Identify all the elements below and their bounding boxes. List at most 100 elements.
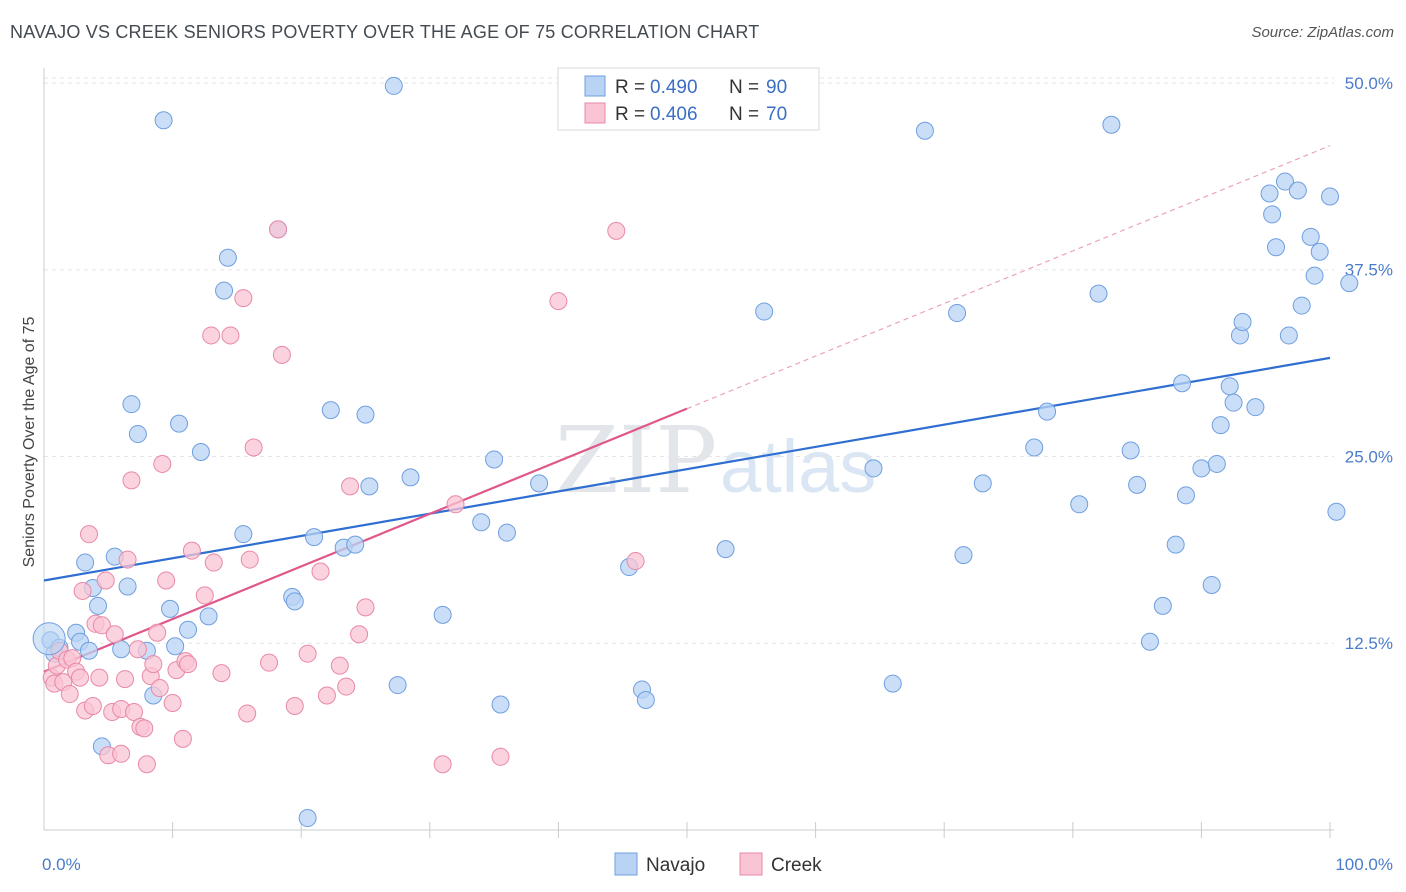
point-creek <box>311 562 330 581</box>
point-navajo <box>1260 184 1279 203</box>
point-navajo <box>1089 284 1108 303</box>
point-creek <box>105 625 124 644</box>
source-credit: Source: ZipAtlas.com <box>1251 24 1394 41</box>
y-tick-label: 37.5% <box>1345 261 1393 280</box>
point-navajo <box>915 121 934 140</box>
point-navajo <box>636 691 655 710</box>
trend-line-navajo <box>43 356 1331 582</box>
watermark-atlas: atlas <box>720 425 876 508</box>
point-creek <box>137 755 156 774</box>
point-navajo <box>433 605 452 624</box>
point-creek <box>144 655 163 674</box>
point-navajo <box>755 302 774 321</box>
point-navajo <box>1310 242 1329 261</box>
point-navajo <box>346 535 365 554</box>
point-creek <box>118 550 137 569</box>
point-creek <box>135 719 154 738</box>
point-creek <box>317 686 336 705</box>
point-navajo <box>472 513 491 532</box>
point-navajo <box>1305 266 1324 285</box>
point-creek <box>96 571 115 590</box>
point-creek <box>244 438 263 457</box>
point-creek <box>71 668 90 687</box>
point-creek <box>356 598 375 617</box>
point-creek <box>125 702 144 721</box>
point-creek <box>92 616 111 635</box>
point-navajo <box>179 620 198 639</box>
grid <box>44 77 1334 644</box>
legend-navajo-swatch <box>584 75 606 97</box>
point-navajo <box>234 525 253 544</box>
point-creek <box>491 747 510 766</box>
point-navajo <box>1038 402 1057 421</box>
legend-creek-swatch <box>584 102 606 124</box>
point-creek <box>607 221 626 240</box>
point-creek <box>148 623 167 642</box>
point-creek <box>150 679 169 698</box>
point-navajo <box>530 474 549 493</box>
point-navajo <box>716 540 735 559</box>
point-navajo <box>1288 181 1307 200</box>
legend-creek-r-value: 0.406 <box>650 104 698 125</box>
point-navajo <box>1202 575 1221 594</box>
point-creek <box>182 541 201 560</box>
point-navajo <box>1153 596 1172 615</box>
point-creek <box>433 755 452 774</box>
point-navajo <box>883 674 902 693</box>
data-points <box>32 76 1359 828</box>
point-navajo <box>170 414 189 433</box>
point-navajo <box>1321 187 1339 206</box>
point-creek <box>60 685 79 704</box>
legend-navajo-n-value: 90 <box>766 77 787 98</box>
point-navajo <box>112 640 131 659</box>
point-navajo <box>305 528 324 547</box>
trend-lines <box>43 145 1331 673</box>
point-navajo-cluster <box>32 622 66 656</box>
point-navajo <box>1173 374 1192 393</box>
legend-creek-r-label: R = <box>615 104 645 125</box>
point-navajo <box>491 695 510 714</box>
point-creek <box>212 664 231 683</box>
point-navajo <box>1207 454 1226 473</box>
point-creek <box>272 345 291 364</box>
legend-top: R = 0.490 N = 90 R = 0.406 N = 70 <box>557 67 820 131</box>
point-navajo <box>388 676 407 695</box>
point-creek <box>337 677 356 696</box>
point-navajo <box>1220 377 1239 396</box>
point-navajo <box>384 76 403 95</box>
point-navajo <box>1301 227 1320 246</box>
point-creek <box>626 552 645 571</box>
point-creek <box>285 696 304 715</box>
point-navajo <box>76 553 95 572</box>
legend-navajo-n-label: N = <box>729 77 759 98</box>
point-creek <box>204 553 223 572</box>
point-creek <box>195 586 214 605</box>
point-navajo <box>191 442 210 461</box>
point-navajo <box>118 577 137 596</box>
point-creek <box>163 694 182 712</box>
point-navajo <box>1224 393 1243 412</box>
point-creek <box>341 477 360 496</box>
point-navajo <box>1166 535 1185 554</box>
ticks: 12.5% 25.0% 37.5% 50.0% 0.0% 100.0% <box>42 74 1393 874</box>
trend-line-extension-creek <box>686 145 1331 410</box>
point-creek <box>122 471 141 490</box>
point-creek <box>112 744 131 763</box>
watermark: ZIP atlas <box>555 407 876 514</box>
legend-creek-n-value: 70 <box>766 104 787 125</box>
point-navajo <box>1340 274 1359 293</box>
point-navajo <box>161 599 180 618</box>
point-navajo <box>199 607 218 626</box>
point-navajo <box>1211 416 1230 435</box>
point-creek <box>83 696 102 715</box>
point-creek <box>330 656 349 675</box>
point-navajo <box>321 401 340 420</box>
point-creek <box>269 220 288 239</box>
point-navajo <box>1025 438 1044 457</box>
legend-creek-n-label: N = <box>729 104 759 125</box>
point-navajo <box>1266 238 1285 257</box>
point-creek <box>128 640 147 659</box>
point-navajo <box>485 450 504 469</box>
point-creek <box>202 326 221 345</box>
